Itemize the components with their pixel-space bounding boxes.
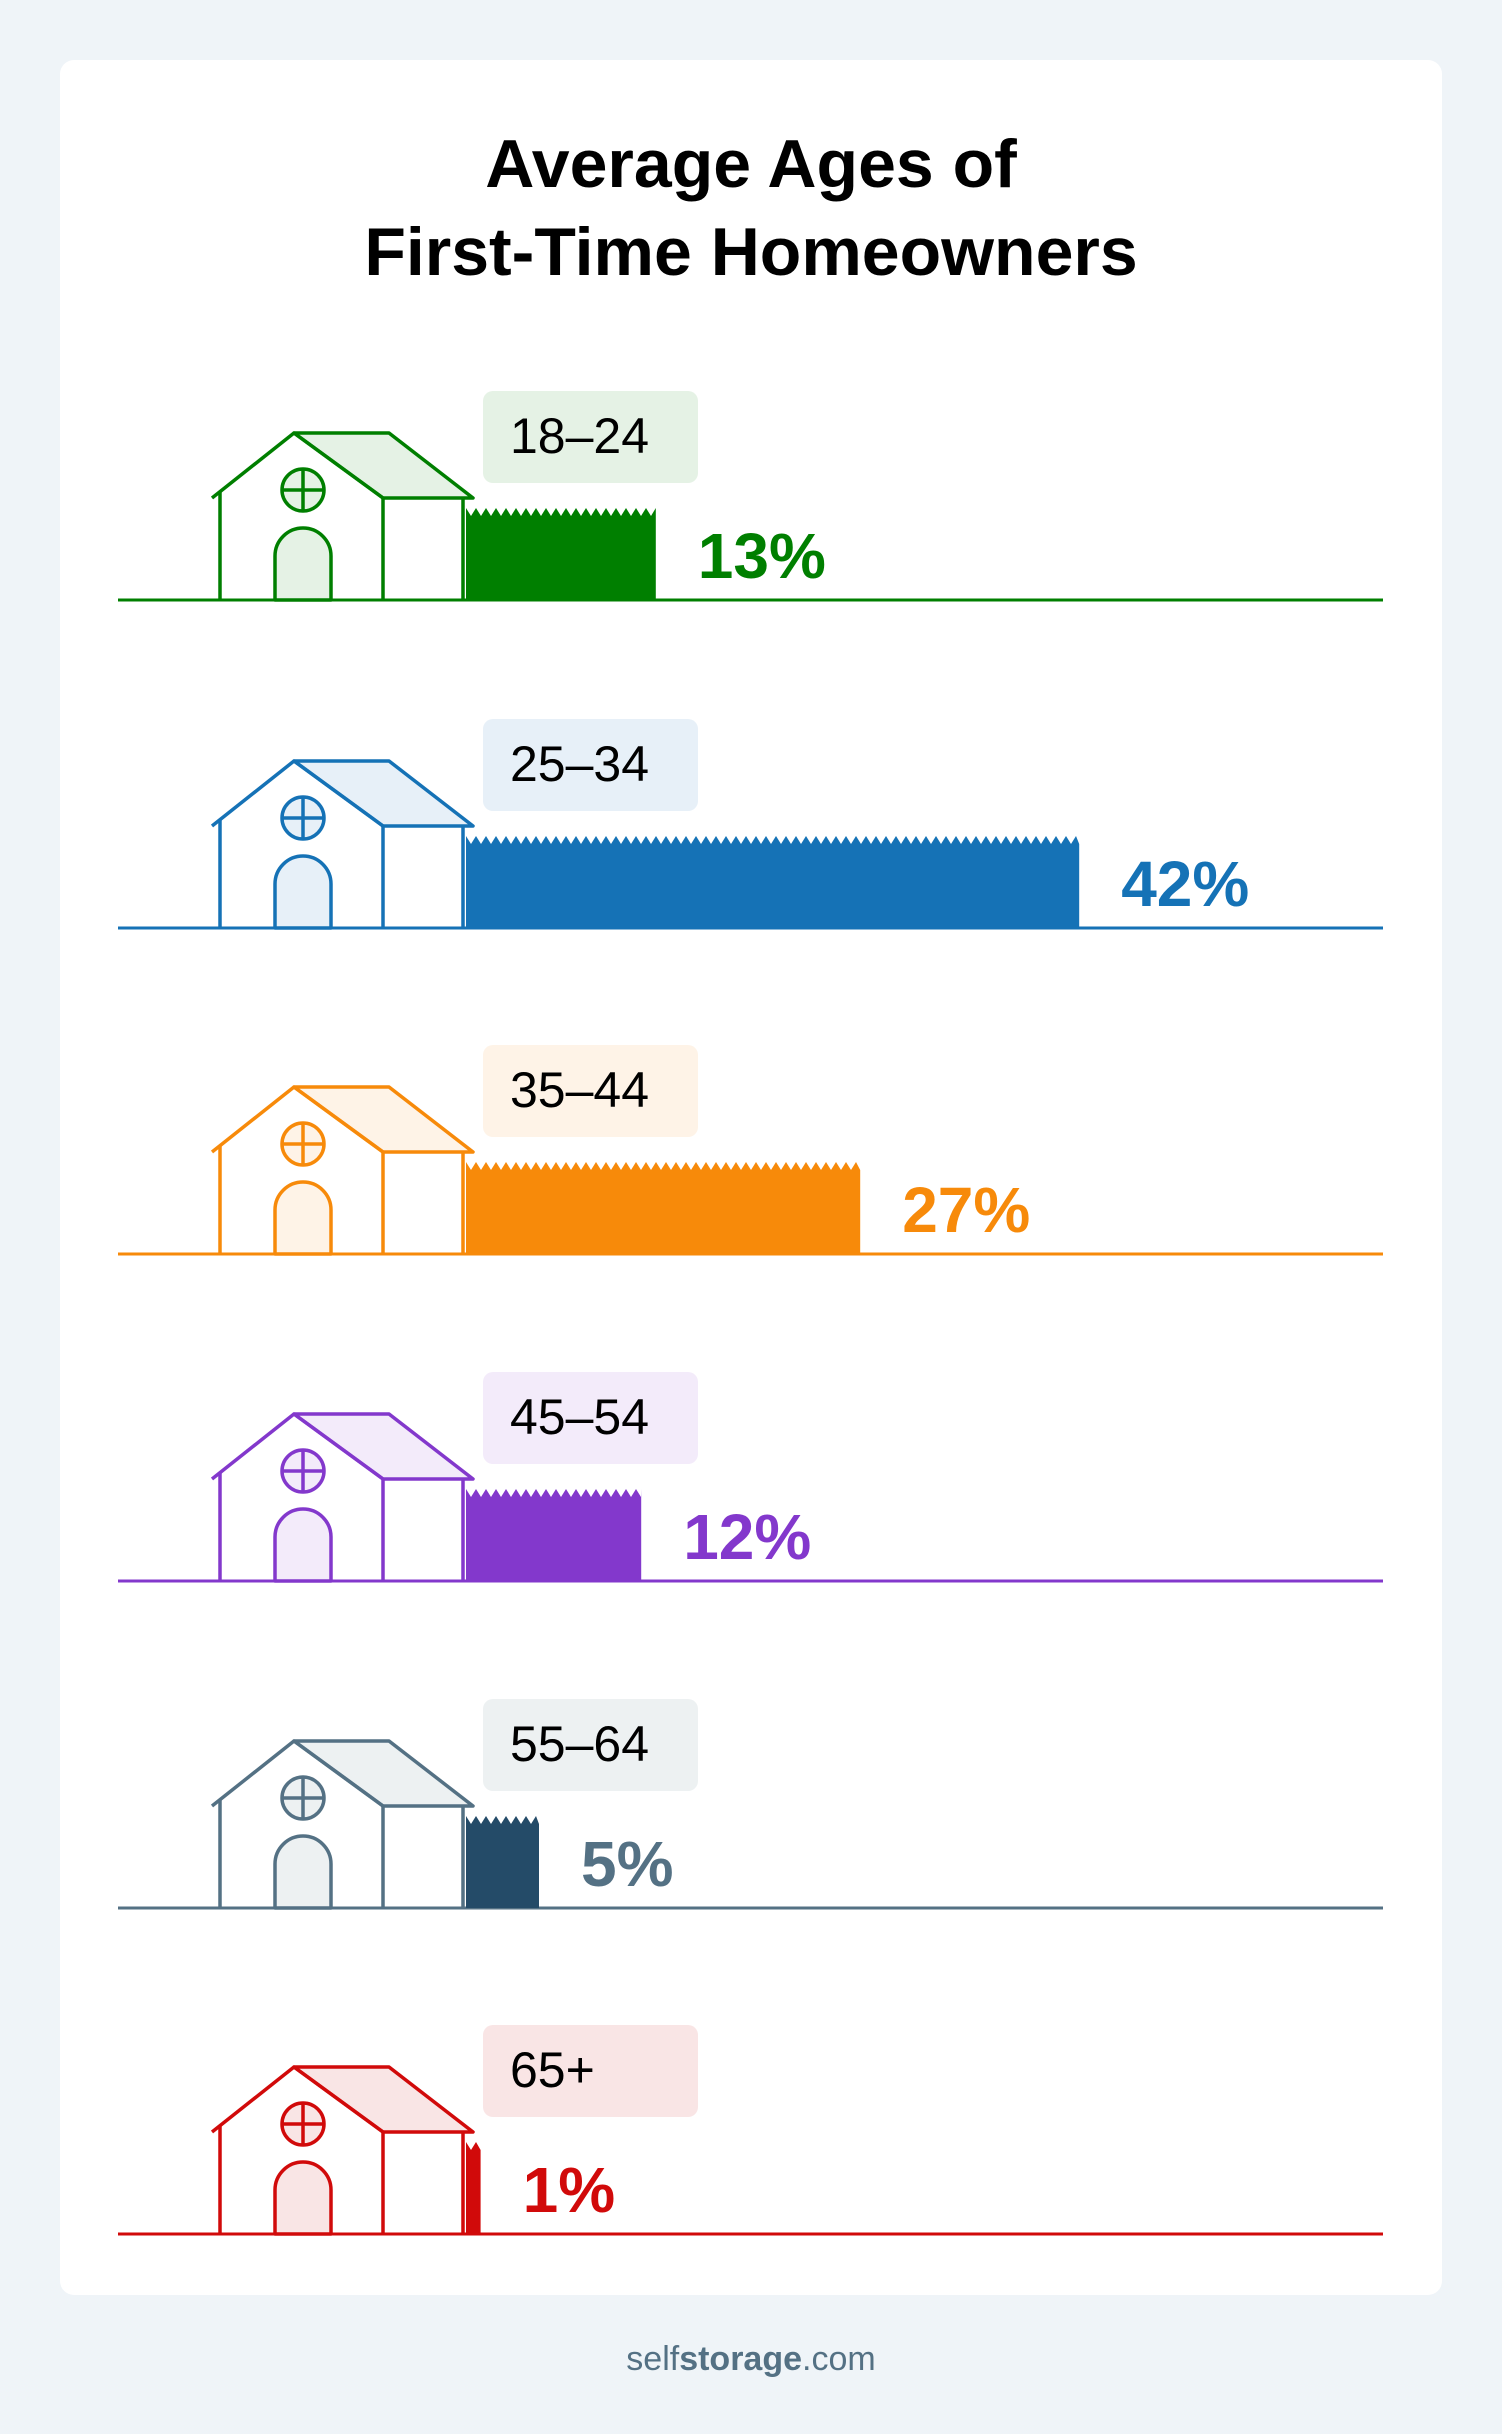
bar-row: 35–44 27% bbox=[118, 1045, 1383, 1256]
bar-row: 45–54 12% bbox=[118, 1372, 1383, 1583]
house-door bbox=[273, 1180, 333, 1256]
title-line-2: First-Time Homeowners bbox=[364, 214, 1138, 290]
category-label: 18–24 bbox=[510, 408, 649, 464]
house-icon bbox=[210, 1085, 475, 1256]
category-label: 55–64 bbox=[510, 1716, 649, 1772]
brand-tld: .com bbox=[802, 2340, 876, 2378]
house-walls bbox=[218, 2126, 465, 2234]
bar-row: 18–24 13% bbox=[118, 391, 1383, 602]
brand-self: self bbox=[626, 2340, 680, 2378]
brand-storage: storage bbox=[679, 2340, 803, 2378]
bar bbox=[466, 1816, 539, 1908]
value-label: 27% bbox=[902, 1174, 1030, 1246]
value-label: 1% bbox=[523, 2154, 616, 2226]
house-walls bbox=[218, 1146, 465, 1254]
value-label: 42% bbox=[1121, 848, 1249, 920]
bar-row: 25–34 42% bbox=[118, 719, 1383, 930]
house-door bbox=[273, 2160, 333, 2236]
house-gable bbox=[210, 759, 385, 828]
house-window-cross bbox=[282, 2103, 324, 2145]
category-label-box bbox=[483, 719, 698, 811]
chart-title: Average Ages of First-Time Homeowners bbox=[0, 120, 1502, 296]
house-window-cross bbox=[282, 1123, 324, 1165]
house-window-cross bbox=[282, 797, 324, 839]
bar bbox=[466, 1162, 861, 1254]
house-door bbox=[273, 1834, 333, 1910]
title-line-1: Average Ages of bbox=[485, 126, 1017, 202]
house-icon bbox=[210, 759, 475, 930]
bar bbox=[466, 508, 656, 600]
house-gable bbox=[210, 1739, 385, 1808]
bar bbox=[466, 1489, 642, 1581]
category-label-box bbox=[483, 2025, 698, 2117]
house-icon bbox=[210, 431, 475, 602]
house-window-cross bbox=[282, 469, 324, 511]
house-window-cross bbox=[282, 1450, 324, 1492]
category-label-box bbox=[483, 391, 698, 483]
house-gable bbox=[210, 1085, 385, 1154]
house-icon bbox=[210, 2065, 475, 2236]
house-gable bbox=[210, 431, 385, 500]
house-icon bbox=[210, 1412, 475, 1583]
house-walls bbox=[218, 820, 465, 928]
category-label-box bbox=[483, 1699, 698, 1791]
bar bbox=[466, 836, 1080, 928]
brand-logo: selfstorage.com bbox=[0, 2340, 1502, 2379]
category-label: 35–44 bbox=[510, 1062, 649, 1118]
house-walls bbox=[218, 492, 465, 600]
bar-row: 65+ 1% bbox=[118, 2025, 1383, 2236]
house-door bbox=[273, 526, 333, 602]
house-walls bbox=[218, 1800, 465, 1908]
category-label: 25–34 bbox=[510, 736, 649, 792]
house-door bbox=[273, 1507, 333, 1583]
category-label: 45–54 bbox=[510, 1389, 649, 1445]
house-walls bbox=[218, 1473, 465, 1581]
category-label-box bbox=[483, 1045, 698, 1137]
bar bbox=[466, 2142, 481, 2234]
house-window-cross bbox=[282, 1777, 324, 1819]
value-label: 13% bbox=[698, 520, 826, 592]
category-label: 65+ bbox=[510, 2042, 595, 2098]
category-label-box bbox=[483, 1372, 698, 1464]
bar-row: 55–64 5% bbox=[118, 1699, 1383, 1910]
value-label: 5% bbox=[581, 1828, 674, 1900]
house-icon bbox=[210, 1739, 475, 1910]
value-label: 12% bbox=[683, 1501, 811, 1573]
house-gable bbox=[210, 2065, 385, 2134]
house-door bbox=[273, 854, 333, 930]
house-gable bbox=[210, 1412, 385, 1481]
